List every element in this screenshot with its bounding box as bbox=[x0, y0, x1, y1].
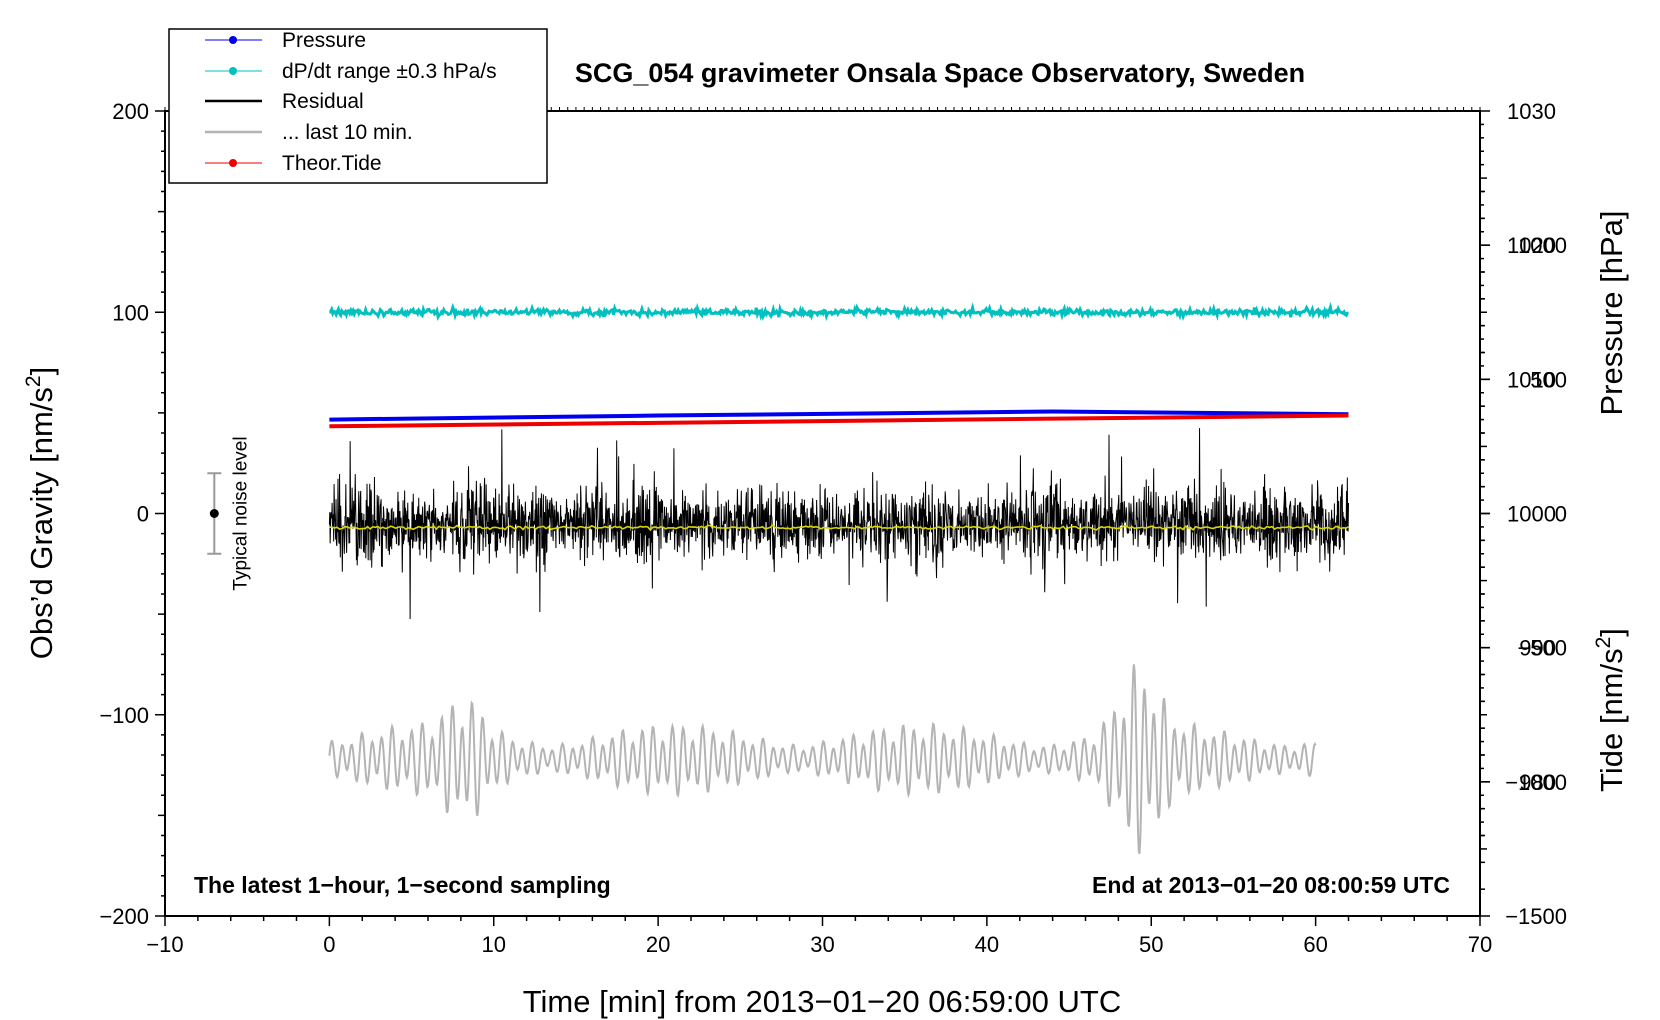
y-axis-left-title: Obs’d Gravity [nm/s2] bbox=[22, 367, 59, 660]
x-tick-label: 20 bbox=[646, 932, 670, 957]
x-tick-label: 0 bbox=[323, 932, 335, 957]
pressure-tick-label: 980 bbox=[1519, 770, 1556, 795]
pressure-tick-label: 1010 bbox=[1507, 367, 1556, 392]
tide-tick-label: 500 bbox=[1530, 367, 1567, 392]
residual-series-line bbox=[328, 428, 1349, 619]
x-tick-label: 60 bbox=[1303, 932, 1327, 957]
axis-ticks: −10 0 10 20 30 40 50 60 70−200−10001002009809901… bbox=[99, 99, 1567, 957]
pressure-tick-label: 1020 bbox=[1507, 233, 1556, 258]
tide-series-line bbox=[329, 413, 1349, 429]
legend-label: dP/dt range ±0.3 hPa/s bbox=[282, 60, 497, 83]
y-left-tick-label: −200 bbox=[99, 904, 149, 929]
y-left-tick-label: −100 bbox=[99, 703, 149, 728]
x-tick-label: 70 bbox=[1468, 932, 1492, 957]
legend-swatch-marker bbox=[229, 36, 237, 44]
tide-tick-label: −500 bbox=[1517, 636, 1567, 661]
legend-label: ... last 10 min. bbox=[282, 121, 413, 144]
legend-box bbox=[168, 28, 548, 184]
tide-tick-label: −1500 bbox=[1505, 904, 1567, 929]
x-axis-title: Time [min] from 2013−01−20 06:59:00 UTC bbox=[523, 984, 1122, 1019]
sampling-note: The latest 1−hour, 1−second sampling bbox=[194, 872, 611, 898]
noise-indicator: Typical noise level bbox=[207, 436, 251, 591]
x-tick-label: 40 bbox=[975, 932, 999, 957]
legend-label: Theor.Tide bbox=[282, 152, 382, 175]
noise-center-dot bbox=[209, 509, 219, 518]
last-10-min-series-line bbox=[328, 664, 1317, 855]
dpdt-series-line bbox=[329, 301, 1349, 322]
pressure-tick-label: 1000 bbox=[1507, 502, 1556, 527]
chart-title: SCG_054 gravimeter Onsala Space Observat… bbox=[575, 58, 1305, 88]
tide-tick-label: 1000 bbox=[1518, 233, 1567, 258]
x-tick-label: −10 bbox=[146, 932, 183, 957]
legend-swatch-marker bbox=[229, 159, 237, 167]
end-time-note: End at 2013−01−20 08:00:59 UTC bbox=[1092, 872, 1450, 898]
noise-label: Typical noise level bbox=[230, 436, 251, 590]
series-layer bbox=[328, 301, 1349, 855]
legend-swatch-marker bbox=[229, 67, 237, 75]
tide-tick-label: −1000 bbox=[1505, 770, 1567, 795]
legend-label: Residual bbox=[282, 90, 364, 113]
x-tick-label: 50 bbox=[1139, 932, 1163, 957]
x-tick-label: 10 bbox=[482, 932, 506, 957]
residual-mean-line bbox=[329, 524, 1349, 532]
legend-label: Pressure bbox=[282, 29, 366, 52]
pressure-axis-title: Pressure [hPa] bbox=[1594, 210, 1629, 415]
pressure-tick-label: 990 bbox=[1519, 636, 1556, 661]
pressure-series-line bbox=[329, 409, 1349, 422]
tide-tick-label: 0 bbox=[1555, 502, 1567, 527]
legend: Pressure dP/dt range ±0.3 hPa/s Residual..… bbox=[168, 28, 548, 184]
x-tick-label: 30 bbox=[810, 932, 834, 957]
pressure-tick-label: 1030 bbox=[1507, 99, 1556, 124]
y-left-tick-label: 0 bbox=[137, 502, 149, 527]
tide-axis-title: Tide [nm/s2] bbox=[1592, 628, 1629, 792]
y-left-tick-label: 200 bbox=[112, 99, 149, 124]
y-left-tick-label: 100 bbox=[112, 300, 149, 325]
